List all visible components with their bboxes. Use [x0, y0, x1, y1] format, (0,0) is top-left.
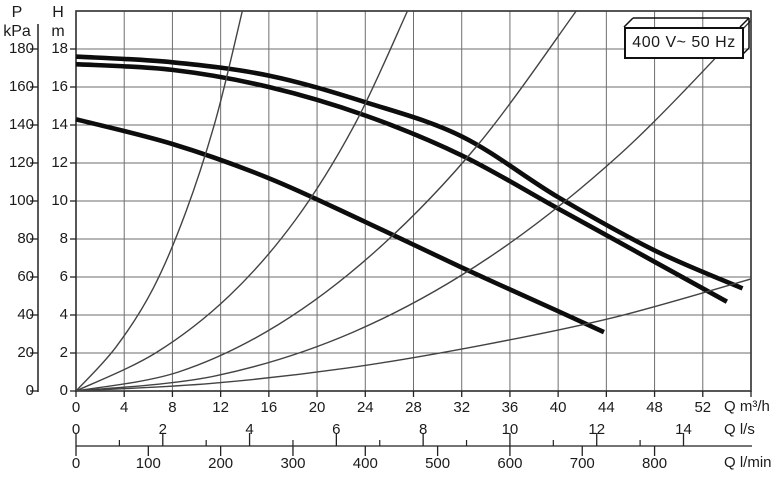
pressure-axis-unit: kPa — [3, 23, 31, 40]
flow-m3h-tick-label: 44 — [598, 399, 615, 416]
head-tick-label: 2 — [59, 344, 68, 361]
system-curve-4 — [75, 20, 752, 392]
flow-lmin-axis-unit: Q l/min — [724, 454, 772, 471]
flow-m3h-tick-label: 20 — [308, 399, 326, 416]
flow-m3h-tick-label: 12 — [212, 399, 229, 416]
flow-m3h-tick-label: 40 — [549, 399, 567, 416]
head-axis-title: H — [52, 4, 64, 21]
head-axis-unit: m — [51, 23, 65, 40]
head-tick-label: 8 — [59, 230, 68, 247]
head-tick-label: 12 — [51, 154, 68, 171]
head-tick-label: 0 — [59, 382, 68, 399]
system-curve-2 — [75, 10, 409, 392]
flow-m3h-tick-label: 52 — [694, 399, 712, 416]
pressure-tick-label: 80 — [17, 230, 34, 247]
head-tick-label: 6 — [59, 268, 68, 285]
pump-curve-3 — [75, 117, 605, 335]
head-tick-label: 14 — [51, 116, 68, 133]
flow-ls-tick-label: 2 — [158, 421, 167, 438]
flow-ls-tick-label: 8 — [418, 421, 428, 438]
pressure-tick-label: 0 — [25, 382, 34, 399]
flow-m3h-tick-label: 28 — [405, 399, 422, 416]
flow-m3h-tick-label: 0 — [71, 399, 81, 416]
pressure-tick-label: 20 — [17, 344, 34, 361]
flow-lmin-tick-label: 300 — [280, 455, 306, 472]
flow-m3h-tick-label: 24 — [356, 399, 374, 416]
flow-lmin-tick-label: 800 — [642, 455, 668, 472]
voltage-badge-3d-edge — [623, 17, 634, 28]
flow-m3h-axis-unit: Q m³/h — [724, 398, 770, 415]
system-curve-1 — [75, 10, 244, 392]
pump-curve-1 — [75, 54, 744, 291]
head-tick-label: 10 — [51, 192, 68, 209]
pressure-tick-label: 120 — [8, 154, 34, 171]
flow-lmin-tick-label: 100 — [135, 455, 161, 472]
flow-m3h-tick-label: 36 — [501, 399, 519, 416]
flow-ls-tick-label: 14 — [675, 421, 692, 438]
flow-ls-tick-label: 10 — [501, 421, 519, 438]
pump-curve-2 — [75, 61, 729, 304]
flow-m3h-tick-label: 16 — [260, 399, 278, 416]
voltage-frequency-badge: 400 V~ 50 Hz — [624, 27, 744, 59]
voltage-frequency-label: 400 V~ 50 Hz — [632, 34, 736, 51]
flow-m3h-tick-label: 8 — [168, 399, 177, 416]
flow-lmin-tick-label: 200 — [208, 455, 234, 472]
voltage-badge-3d-edge — [739, 17, 750, 28]
system-curve-3 — [75, 10, 577, 392]
pressure-tick-label: 160 — [8, 78, 34, 95]
head-tick-label: 16 — [51, 78, 68, 95]
pressure-tick-label: 100 — [8, 192, 34, 209]
head-tick-label: 18 — [51, 40, 68, 57]
flow-ls-axis-unit: Q l/s — [724, 421, 755, 438]
flow-m3h-tick-label: 48 — [646, 399, 663, 416]
flow-ls-tick-label: 0 — [71, 421, 81, 438]
flow-m3h-tick-label: 4 — [120, 399, 129, 416]
pressure-tick-label: 140 — [8, 116, 34, 133]
head-tick-label: 4 — [59, 306, 68, 323]
pressure-tick-label: 60 — [17, 268, 34, 285]
flow-ls-tick-label: 4 — [245, 421, 254, 438]
flow-lmin-tick-label: 0 — [71, 455, 81, 472]
system-curve-5 — [75, 278, 752, 392]
flow-lmin-tick-label: 400 — [352, 455, 378, 472]
pressure-axis-title: P — [11, 4, 23, 21]
flow-m3h-tick-label: 32 — [453, 399, 471, 416]
flow-lmin-tick-label: 600 — [497, 455, 523, 472]
pressure-tick-label: 180 — [8, 40, 34, 57]
flow-lmin-tick-label: 500 — [425, 455, 451, 472]
pressure-tick-label: 40 — [17, 306, 34, 323]
flow-ls-tick-label: 12 — [588, 421, 606, 438]
flow-lmin-tick-label: 700 — [569, 455, 595, 472]
flow-ls-tick-label: 6 — [332, 421, 341, 438]
